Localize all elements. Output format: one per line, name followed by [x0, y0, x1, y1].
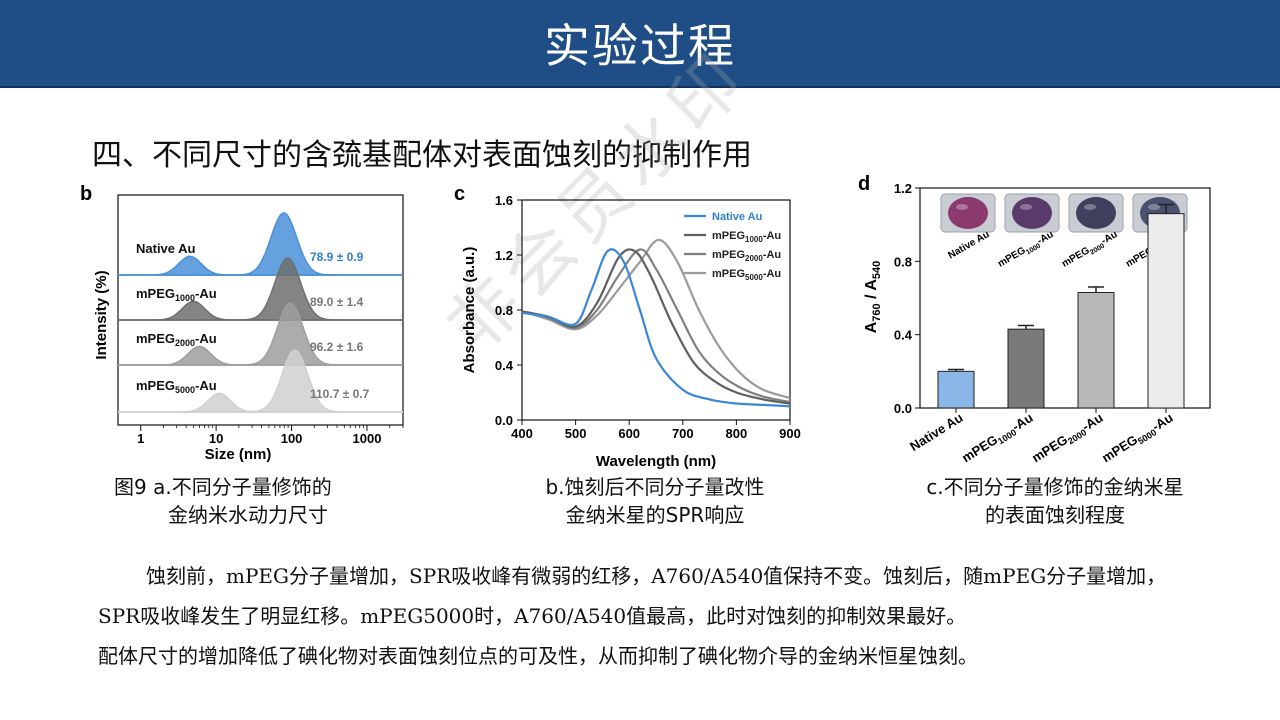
panel-b-frame — [117, 194, 404, 426]
panel-c-frame — [521, 199, 791, 421]
panel-d-caption: c.不同分子量修饰的金纳米星 的表面蚀刻程度 — [890, 473, 1220, 529]
section-heading: 四、不同尺寸的含巯基配体对表面蚀刻的抑制作用 — [92, 138, 752, 173]
x-category-label: mPEG1000-Au — [959, 410, 1037, 467]
inset-label: mPEG2000-Au — [1060, 229, 1120, 271]
panel-b-caption: 图9 a.不同分子量修饰的 金纳米水动力尺寸 — [100, 473, 390, 529]
series-label: Native Au — [136, 241, 196, 256]
page-title: 实验过程 — [544, 19, 736, 73]
legend-label: mPEG2000-Au — [712, 249, 781, 263]
x-tick-label: 800 — [726, 426, 748, 441]
x-tick-label: 1000 — [353, 431, 382, 446]
inset-well-solution — [1012, 197, 1052, 229]
x-tick-label: 10 — [209, 431, 223, 446]
bar — [937, 370, 975, 409]
x-tick-label: 400 — [511, 426, 533, 441]
panel-c-xlabel: Wavelength (nm) — [596, 453, 716, 470]
panel-d-ylabel: A760 / A540 — [863, 261, 883, 334]
body-paragraph-1: 蚀刻前，mPEG分子量增加，SPR吸收峰有微弱的红移，A760/A540值保持不… — [98, 564, 1167, 628]
x-category-label: mPEG5000-Au — [1099, 410, 1177, 467]
inset-well-highlight — [1020, 204, 1032, 210]
inset-well-highlight — [956, 204, 968, 210]
panel-d-letter: d — [858, 173, 870, 195]
y-tick-label: 0.0 — [894, 401, 912, 416]
legend-label: mPEG5000-Au — [712, 268, 781, 282]
y-tick-label: 0.8 — [894, 254, 912, 269]
y-tick-label: 0.8 — [495, 303, 513, 318]
inset-well-solution — [948, 197, 988, 229]
x-category-label: mPEG2000-Au — [1029, 410, 1107, 467]
legend-label: mPEG1000-Au — [712, 230, 781, 244]
panel-d-frame — [919, 187, 1211, 409]
x-tick-label: 700 — [672, 426, 694, 441]
y-tick-label: 1.6 — [495, 193, 513, 208]
y-tick-label: 1.2 — [894, 181, 912, 196]
inset-label: mPEG1000-Au — [996, 229, 1056, 271]
series-label: mPEG5000-Au — [136, 378, 217, 395]
legend-label: Native Au — [712, 211, 762, 223]
panel-d-caption-line1: c.不同分子量修饰的金纳米星 — [926, 475, 1184, 499]
panel-b-caption-line2: 金纳米水动力尺寸 — [168, 503, 328, 527]
panel-c-caption-line1: b.蚀刻后不同分子量改性 — [545, 475, 765, 499]
panel-b-letter: b — [80, 183, 92, 205]
inset-well-highlight — [1148, 204, 1160, 210]
panel-c-letter: c — [454, 183, 465, 205]
series-label: mPEG2000-Au — [136, 331, 217, 348]
peak-size-annotation: 78.9 ± 0.9 — [310, 250, 364, 264]
spectrum-line — [521, 238, 791, 400]
x-tick-label: 1 — [137, 431, 144, 446]
spectrum-line — [521, 248, 791, 404]
panel-b-size-distribution: b Intensity (%) Native Au 78.9 ± 0.9 mPEG1… — [80, 183, 404, 463]
title-bar: 实验过程 — [0, 0, 1280, 88]
panel-c-caption-line2: 金纳米星的SPR响应 — [565, 503, 745, 527]
panel-b-ylabel: Intensity (%) — [93, 270, 110, 359]
x-tick-label: 600 — [618, 426, 640, 441]
panel-c-spr-spectra: c Absorbance (a.u.) 400 500 600 700 800 900 0.… — [454, 183, 801, 470]
x-tick-label: 100 — [281, 431, 303, 446]
body-paragraph-2: 配体尺寸的增加降低了碘化物对表面蚀刻位点的可及性，从而抑制了碘化物介导的金纳米恒… — [98, 644, 978, 668]
panel-d-etching-bar-chart: d A760 / A540 Native Au mPEG1000-AumPEG20… — [858, 173, 1211, 467]
body-text: 蚀刻前，mPEG分子量增加，SPR吸收峰有微弱的红移，A760/A540值保持不… — [98, 556, 1208, 676]
x-tick-label: 900 — [779, 426, 801, 441]
inset-well-solution — [1076, 197, 1116, 229]
panel-d-caption-line2: 的表面蚀刻程度 — [985, 503, 1125, 527]
x-tick-label: 500 — [565, 426, 587, 441]
inset-well-highlight — [1084, 204, 1096, 210]
panel-c-ylabel: Absorbance (a.u.) — [461, 247, 478, 374]
peak-size-annotation: 96.2 ± 1.6 — [310, 340, 364, 354]
inset-label: Native Au — [946, 229, 991, 261]
spectrum-line — [521, 248, 791, 405]
x-category-label: Native Au — [907, 410, 965, 454]
y-tick-label: 0.0 — [495, 413, 513, 428]
panel-b-xlabel: Size (nm) — [205, 446, 272, 463]
bar — [1007, 328, 1045, 409]
panel-b-caption-line1: 图9 a.不同分子量修饰的 — [114, 475, 332, 499]
y-tick-label: 0.4 — [495, 358, 514, 373]
y-tick-label: 1.2 — [495, 248, 513, 263]
series-label: mPEG1000-Au — [136, 286, 217, 303]
bar — [1077, 292, 1115, 409]
peak-size-annotation: 89.0 ± 1.4 — [310, 295, 364, 309]
panel-c-caption: b.蚀刻后不同分子量改性 金纳米星的SPR响应 — [500, 473, 810, 529]
bar — [1147, 213, 1185, 409]
y-tick-label: 0.4 — [894, 328, 913, 343]
spectrum-line — [521, 248, 791, 408]
peak-size-annotation: 110.7 ± 0.7 — [310, 387, 370, 401]
